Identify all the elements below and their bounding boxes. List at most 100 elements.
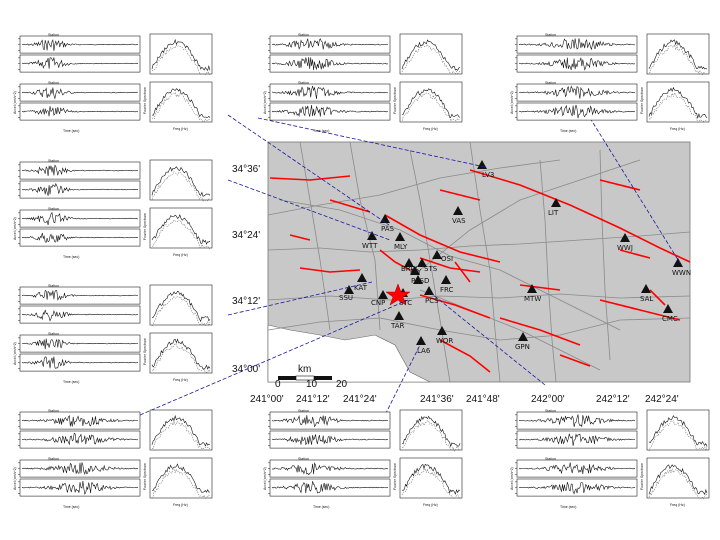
waveform-panels: Station Station Time (sec) Freq (Hz) Accel (… [13,33,710,509]
station-triangle-icon [413,275,423,284]
road-line [267,231,691,253]
lon-tick-4: 241°36' [420,394,454,405]
station-triangle-icon [416,336,426,345]
spectrum-curve-dotted [151,420,211,450]
waveform-plot [515,478,638,497]
waveform-trace [271,462,389,476]
accel-axis-label: Accel (cm/s^2) [263,91,267,114]
waveform-trace [21,289,139,301]
station-label: PAS [381,225,395,233]
freq-axis-label: Freq (Hz) [173,503,188,507]
spectrum-axis-label: Fourier Spectrum [640,87,644,114]
spectrum-curve [401,415,461,448]
station-triangle-icon [367,231,377,240]
station-caption: Station [48,159,59,163]
station-label: SSU [339,294,353,302]
waveform-plot [18,430,141,449]
fault-line [269,175,351,181]
lon-tick-2: 241°12' [296,394,330,405]
station-caption: Station [48,81,59,85]
road-line [267,317,691,341]
spectrum-frame [149,81,213,123]
station-triangle-icon [441,275,451,284]
fault-line [289,234,311,241]
spectrum-plot [149,81,213,123]
waveform-plot [515,459,638,478]
spectrum-curve [648,86,708,119]
spectrum-axis-label: Fourier Spectrum [143,463,147,490]
station-triangle-icon [453,206,463,215]
waveform-trace [22,106,139,117]
waveform-plot [268,478,391,497]
lat-tick-2: 34°24' [232,230,260,241]
spectrum-plot [399,409,463,452]
spectrum-axis-label: Fourier Spectrum [143,87,147,114]
spectrum-axis-label: Fourier Spectrum [640,463,644,490]
station-caption: Station [298,457,309,461]
spectrum-plot [646,81,710,123]
fault-line [559,354,591,367]
station-triangle-icon [518,332,528,341]
waveform-plot [18,459,141,478]
waveform-trace [21,39,139,51]
waveform-plot [18,161,141,180]
station-triangle-icon [673,258,683,267]
waveform-plot [268,35,391,54]
station-caption: Station [298,409,309,413]
leader-lines [139,114,681,426]
leader-line [139,299,409,416]
spectrum-plot [149,409,213,451]
fault-lines [269,169,691,373]
lon-tick-5: 241°48' [466,394,500,405]
station-triangle-icon [527,284,537,293]
scale-bar-label-10: 10 [306,379,318,390]
spectrum-plot [149,33,213,76]
station-label: MTW [524,295,541,303]
station-label: WWJ [617,244,633,252]
station-label: CMC [662,315,678,323]
waveform-trace [518,414,636,428]
waveform-plot [18,83,141,102]
freq-axis-label: Freq (Hz) [173,253,188,257]
spectrum-plot [149,284,213,327]
station-caption: Station [48,207,59,211]
spectrum-curve [648,39,708,70]
spectrum-frame [399,457,463,499]
waveform-trace [21,211,139,226]
station-label: TAR [390,322,405,330]
fault-line [329,199,371,213]
spectrum-curve [401,463,461,495]
fault-line [379,249,411,271]
waveform-plot [515,35,638,54]
time-axis-label: Time (sec) [63,380,79,384]
fault-line [439,339,491,373]
spectrum-axis-label: Fourier Spectrum [143,213,147,240]
fault-line [419,294,491,319]
fault-line [519,284,561,291]
road-line [419,159,641,271]
station-label: WOR [436,337,453,345]
fault-line [419,257,481,273]
waveform-plot [18,411,141,430]
spectrum-curve-dotted [648,467,708,500]
station-caption: Station [48,457,59,461]
station-triangle-icon [620,233,630,242]
spectrum-curve-dotted [648,43,708,76]
waveform-trace [271,434,389,446]
road-line [299,141,331,331]
station-label: LIT [548,209,559,217]
station-triangle-icon [394,311,404,320]
spectrum-plot [149,159,213,202]
accel-axis-label: Accel (cm/s^2) [263,467,267,490]
waveform-trace [271,85,389,99]
waveform-plot [268,411,391,430]
accel-axis-label: Accel (cm/s^2) [510,91,514,114]
ocean-area [267,324,431,383]
leader-line [431,293,546,386]
waveform-plot [18,228,141,247]
lon-tick-3: 241°24' [343,394,377,405]
time-axis-label: Time (sec) [560,129,576,133]
spectrum-curve [648,415,708,447]
spectrum-plot [149,207,213,250]
waveform-plot [515,430,638,449]
